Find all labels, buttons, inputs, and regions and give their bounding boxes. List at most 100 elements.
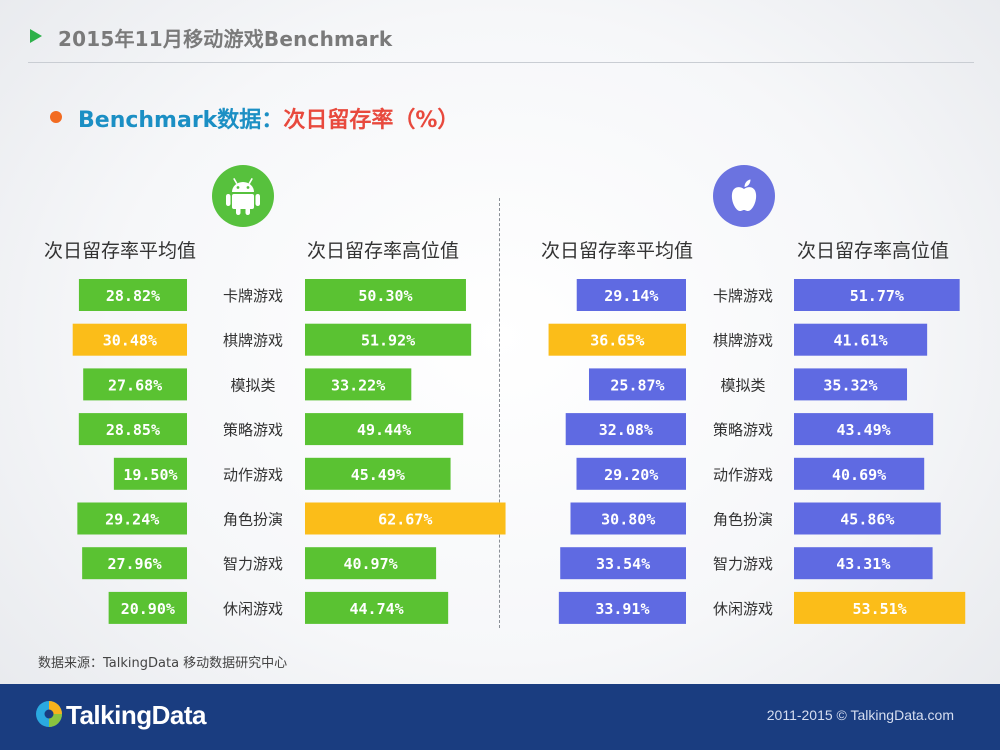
page-title: 2015年11月移动游戏Benchmark [58, 27, 393, 51]
ios-high-bar [794, 368, 908, 401]
android-avg-value-label: 19.50% [123, 466, 177, 484]
section-title-prefix: Benchmark数据： [78, 108, 284, 133]
android-category-label: 棋牌游戏 [223, 332, 283, 350]
ios-high-value-label: 41.61% [833, 332, 887, 350]
ios-avg-bar [565, 413, 686, 446]
android-avg-value-label: 27.68% [108, 376, 162, 394]
ios-high-bar [794, 323, 928, 356]
header-divider [28, 62, 974, 63]
ios-high-value-label: 43.49% [836, 421, 890, 439]
android-avg-value-label: 28.82% [106, 287, 160, 305]
ios-high-bar [794, 413, 934, 446]
ios-avg-value-label: 32.08% [599, 421, 653, 439]
ios-category-label: 卡牌游戏 [713, 287, 773, 305]
footer-bar [0, 684, 1000, 750]
android-high-bar [305, 368, 412, 401]
android-high-value-label: 33.22% [331, 376, 385, 394]
android-high-bar [305, 502, 506, 535]
android-avg-bar [72, 323, 187, 356]
data-source-note: 数据来源：TalkingData 移动数据研究中心 [38, 656, 288, 671]
ios-high-bar [794, 279, 960, 311]
brand-name: TalkingData [66, 700, 206, 730]
ios-avg-bar [558, 591, 686, 624]
android-avg-column-label: 次日留存率平均值 [44, 240, 197, 262]
ios-high-bar [794, 457, 925, 490]
android-avg-value-label: 20.90% [121, 600, 175, 618]
android-category-label: 智力游戏 [223, 555, 283, 573]
android-avg-value-label: 30.48% [103, 332, 157, 350]
ios-high-value-label: 35.32% [823, 376, 877, 394]
bullet-dot-icon [50, 111, 62, 123]
android-high-bar [305, 547, 437, 580]
android-high-value-label: 44.74% [349, 600, 403, 618]
ios-avg-value-label: 33.54% [596, 555, 650, 573]
android-high-column-label: 次日留存率高位值 [307, 240, 460, 262]
android-avg-bar [77, 502, 187, 535]
platform-divider [499, 198, 500, 628]
android-category-label: 策略游戏 [223, 421, 283, 439]
copyright-text: 2011-2015 © TalkingData.com [766, 707, 954, 723]
ios-avg-value-label: 33.91% [595, 600, 649, 618]
android-avg-bar [113, 457, 187, 490]
android-avg-bar [108, 591, 187, 624]
ios-avg-value-label: 29.14% [604, 287, 658, 305]
ios-avg-value-label: 30.80% [601, 511, 655, 529]
apple-icon [713, 165, 775, 227]
ios-avg-value-label: 36.65% [590, 332, 644, 350]
android-avg-bar [78, 279, 187, 311]
ios-high-column-label: 次日留存率高位值 [797, 240, 950, 262]
android-high-value-label: 51.92% [361, 332, 415, 350]
header-arrow-icon [30, 29, 42, 43]
android-icon [212, 165, 274, 227]
android-high-value-label: 50.30% [358, 287, 412, 305]
android-avg-value-label: 27.96% [107, 555, 161, 573]
android-avg-bar [83, 368, 187, 401]
ios-avg-bar [576, 457, 686, 490]
android-category-label: 模拟类 [230, 376, 275, 394]
android-category-label: 动作游戏 [223, 466, 283, 484]
ios-category-label: 休闲游戏 [713, 600, 773, 618]
ios-high-value-label: 53.51% [853, 600, 907, 618]
section-title: Benchmark数据：次日留存率（%） [78, 102, 459, 134]
android-avg-bar [82, 547, 187, 580]
ios-category-label: 智力游戏 [713, 555, 773, 573]
retention-chart: 28.82% 卡牌游戏 50.30% 30.48% 棋牌游戏 51.92% 27.68% 模拟… [72, 279, 966, 624]
ios-category-label: 角色扮演 [713, 511, 773, 529]
ios-avg-column-label: 次日留存率平均值 [541, 240, 694, 262]
ios-avg-bar [588, 368, 686, 401]
ios-avg-value-label: 25.87% [610, 376, 664, 394]
ios-high-bar [794, 547, 933, 580]
ios-high-bar [794, 591, 966, 624]
ios-avg-bar [548, 323, 686, 356]
ios-high-value-label: 45.86% [840, 511, 894, 529]
ios-avg-bar [570, 502, 686, 535]
ios-high-value-label: 43.31% [836, 555, 890, 573]
android-high-bar [305, 413, 464, 446]
talkingdata-logo-icon [34, 699, 64, 733]
section-title-metric: 次日留存率（%） [283, 108, 460, 133]
ios-category-label: 模拟类 [720, 376, 765, 394]
android-category-label: 角色扮演 [223, 511, 283, 529]
android-high-bar [305, 591, 449, 624]
android-high-bar [305, 323, 472, 356]
android-avg-bar [78, 413, 187, 446]
android-category-label: 休闲游戏 [223, 600, 283, 618]
android-avg-value-label: 29.24% [105, 511, 159, 529]
android-high-value-label: 62.67% [378, 511, 432, 529]
ios-category-label: 动作游戏 [713, 466, 773, 484]
ios-category-label: 策略游戏 [713, 421, 773, 439]
ios-avg-value-label: 29.20% [604, 466, 658, 484]
ios-category-label: 棋牌游戏 [713, 332, 773, 350]
ios-high-value-label: 40.69% [832, 466, 886, 484]
android-high-bar [305, 279, 466, 311]
android-high-value-label: 45.49% [351, 466, 405, 484]
android-category-label: 卡牌游戏 [223, 287, 283, 305]
ios-high-value-label: 51.77% [850, 287, 904, 305]
android-avg-value-label: 28.85% [106, 421, 160, 439]
ios-avg-bar [560, 547, 686, 580]
ios-high-bar [794, 502, 941, 535]
android-high-value-label: 49.44% [357, 421, 411, 439]
android-high-value-label: 40.97% [343, 555, 397, 573]
ios-avg-bar [576, 279, 686, 311]
android-high-bar [305, 457, 451, 490]
